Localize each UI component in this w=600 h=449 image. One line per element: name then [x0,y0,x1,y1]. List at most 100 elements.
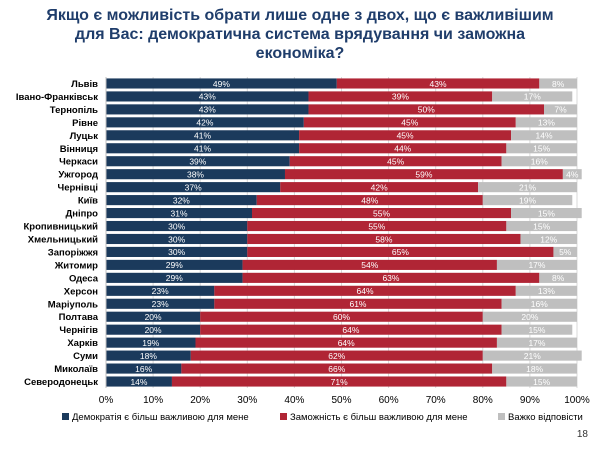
data-label: 43% [199,105,216,115]
bar-hard [539,272,577,283]
data-label: 41% [194,131,211,141]
category-label: Чернігів [59,325,98,336]
data-label: 42% [371,182,388,192]
data-label: 7% [554,105,567,115]
bar-hard [520,233,577,245]
data-label: 15% [533,144,550,154]
data-label: 43% [430,79,447,89]
bar-wealth [299,130,512,141]
data-label: 45% [397,131,414,141]
bar-democracy [106,117,304,128]
x-tick-label: 80% [473,395,493,406]
data-label: 64% [357,286,374,296]
category-label: Маріуполь [48,299,98,310]
bar-democracy [106,246,248,257]
data-label: 54% [361,260,378,270]
data-label: 39% [189,157,206,167]
data-label: 59% [415,169,432,179]
data-label: 17% [528,260,545,270]
data-label: 13% [538,118,555,128]
bar-wealth [214,298,502,309]
bar-democracy [106,259,243,270]
data-label: 60% [333,312,350,322]
page-number: 18 [576,429,588,440]
bar-wealth [289,156,502,167]
bar-democracy [106,143,300,154]
data-label: 42% [196,118,213,128]
bar-hard [482,195,573,206]
bar-democracy [106,350,191,361]
bar-wealth [280,182,479,193]
data-label: 17% [524,92,541,102]
category-label: Тернопіль [50,105,98,116]
data-label: 45% [401,118,418,128]
bar-wealth [181,363,493,374]
bar-wealth [336,78,540,89]
bar-wealth [247,246,554,257]
bar-hard [501,156,577,167]
data-label: 29% [166,273,183,283]
data-label: 30% [168,221,185,231]
bar-wealth [171,376,507,387]
category-label: Дніпро [66,209,99,220]
bar-wealth [247,220,507,232]
data-label: 61% [349,299,366,309]
data-label: 32% [173,195,190,205]
bar-hard [539,78,577,89]
data-label: 8% [552,79,565,89]
bar-democracy [106,376,172,387]
data-label: 30% [168,234,185,244]
bar-democracy [106,220,248,232]
chart-title: Якщо є можливість обрати лише одне з дво… [0,6,600,63]
data-label: 23% [152,299,169,309]
data-label: 18% [140,351,157,361]
bar-hard [482,311,577,322]
bar-democracy [106,285,215,296]
bar-hard [506,376,577,387]
data-label: 19% [142,338,159,348]
bar-democracy [106,272,243,283]
category-label: Ужгород [58,170,98,181]
data-label: 48% [361,195,378,205]
bar-democracy [106,298,215,309]
data-label: 50% [418,105,435,115]
x-tick-label: 40% [284,395,304,406]
data-label: 20% [521,312,538,322]
bar-hard [482,350,582,361]
data-label: 43% [199,92,216,102]
bar-wealth [195,337,497,348]
bar-democracy [106,337,196,348]
category-label: Полтава [59,312,99,323]
data-label: 14% [130,377,147,387]
data-label: 65% [392,247,409,257]
category-label: Івано-Франківськ [16,92,98,103]
data-label: 66% [328,364,345,374]
bar-democracy [106,78,337,89]
bar-wealth [214,285,516,296]
bar-wealth [303,117,516,128]
category-label: Київ [78,196,98,207]
bar-wealth [256,195,483,206]
data-label: 18% [526,364,543,374]
bar-wealth [200,324,502,335]
data-label: 38% [187,169,204,179]
data-label: 37% [185,182,202,192]
bar-democracy [106,324,201,335]
category-label: Северодонецьк [24,377,98,388]
data-label: 45% [387,157,404,167]
data-label: 64% [338,338,355,348]
bar-hard [506,220,577,232]
bar-hard [496,259,577,270]
x-tick-label: 0% [99,395,114,406]
data-label: 15% [528,325,545,335]
bar-wealth [308,104,545,115]
legend-swatch-wealth [280,413,287,420]
data-label: 15% [538,208,555,218]
category-label: Рівне [72,118,98,129]
bar-democracy [106,91,309,102]
bar-democracy [106,195,257,206]
bar-wealth [242,259,497,270]
data-label: 5% [559,247,572,257]
category-label: Запоріжжя [48,247,98,258]
